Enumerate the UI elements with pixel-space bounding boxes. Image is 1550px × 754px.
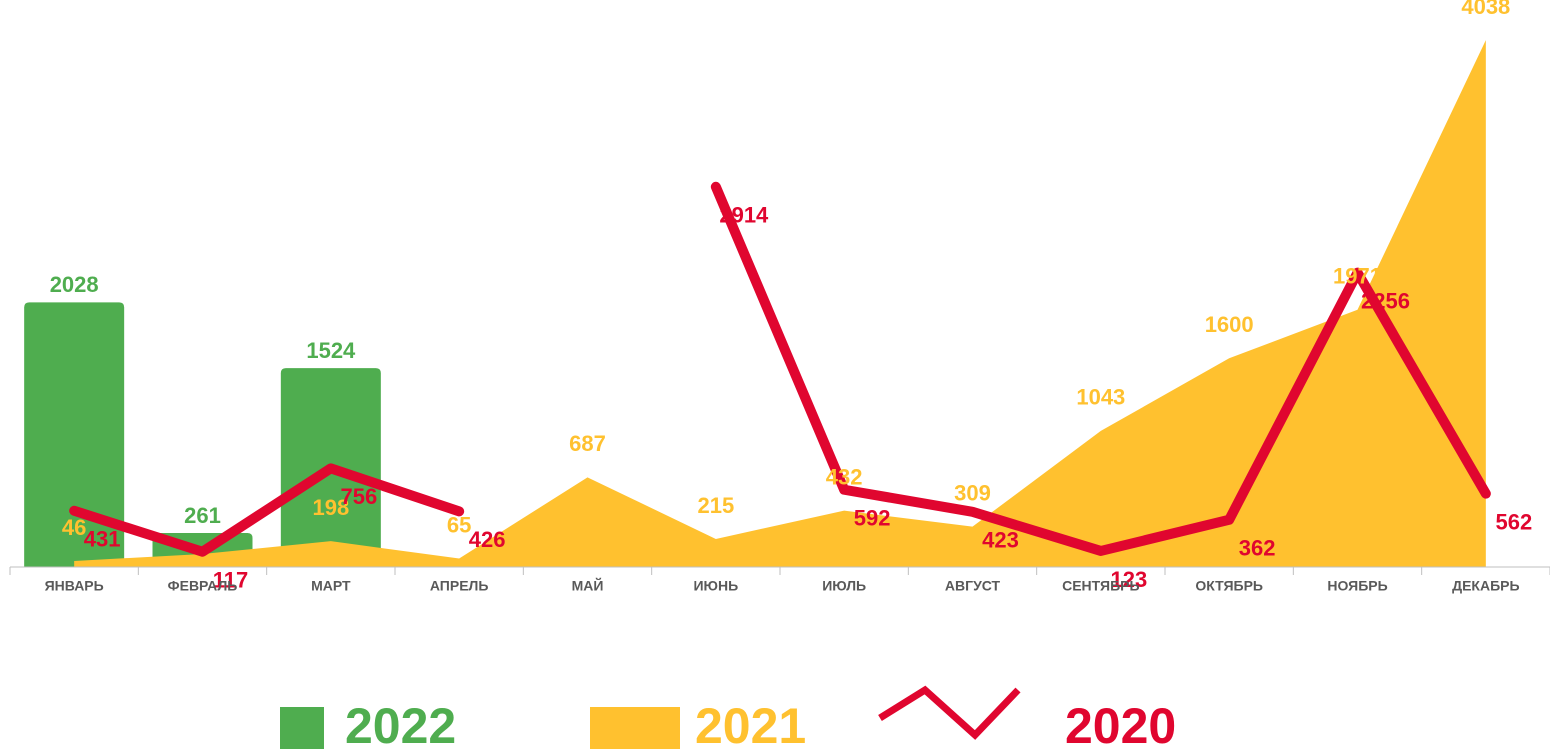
data-label: 1600 [1205,312,1254,337]
labels-layer: 2028 261 1524 46 198 65 687 215 432 309 1043 1600 19… [50,0,1533,593]
data-label: 1971 [1333,264,1382,289]
data-label: 261 [184,503,221,528]
data-label: 687 [569,431,606,456]
legend-label: 2022 [345,698,456,754]
data-label: 1524 [306,338,356,363]
x-tick-label: ИЮЛЬ [822,578,866,594]
data-label: 198 [312,495,349,520]
area-layer [74,40,1486,567]
data-label: 123 [1110,567,1147,592]
data-label: 592 [854,506,891,531]
x-tick-label: МАРТ [311,578,351,594]
legend: 2022 2021 2020 [280,685,1176,754]
legend-swatch [878,685,1021,740]
data-label: 423 [982,528,1019,553]
x-tick-label: ДЕКАБРЬ [1452,578,1519,594]
data-label: 46 [62,515,86,540]
x-tick-label: ФЕВРАЛЬ [168,578,238,594]
x-tick-label: ОКТЯБРЬ [1195,578,1263,594]
x-tick-label: АПРЕЛЬ [430,578,489,594]
data-label: 2256 [1361,288,1410,313]
line [69,181,1491,557]
data-label: 1043 [1076,385,1125,410]
legend-swatch [590,707,680,749]
data-label: 2914 [719,203,769,228]
data-label: 756 [340,484,377,509]
x-tick-label: ЯНВАРЬ [45,578,104,594]
x-tick-label: СЕНТЯБРЬ [1062,578,1139,594]
x-tick-label: АВГУСТ [945,578,1001,594]
data-label: 117 [213,568,249,593]
x-tick-label: МАЙ [572,577,604,594]
data-label: 65 [447,512,471,537]
x-tick-label: НОЯБРЬ [1327,578,1387,594]
legend-label: 2021 [695,698,806,754]
line-layer [69,181,1491,557]
data-label: 431 [84,527,121,552]
x-tick-label: ИЮНЬ [693,578,738,594]
data-label: 2028 [50,272,99,297]
data-label: 426 [469,527,506,552]
data-label: 362 [1239,536,1276,561]
bar [24,302,125,567]
data-label: 309 [954,480,991,505]
area [74,40,1486,567]
legend-swatch [280,707,324,749]
data-label: 215 [697,493,734,518]
legend-label: 2020 [1065,698,1176,754]
data-label: 432 [826,464,863,489]
data-label: 562 [1495,509,1532,534]
data-label: 4038 [1461,0,1510,19]
